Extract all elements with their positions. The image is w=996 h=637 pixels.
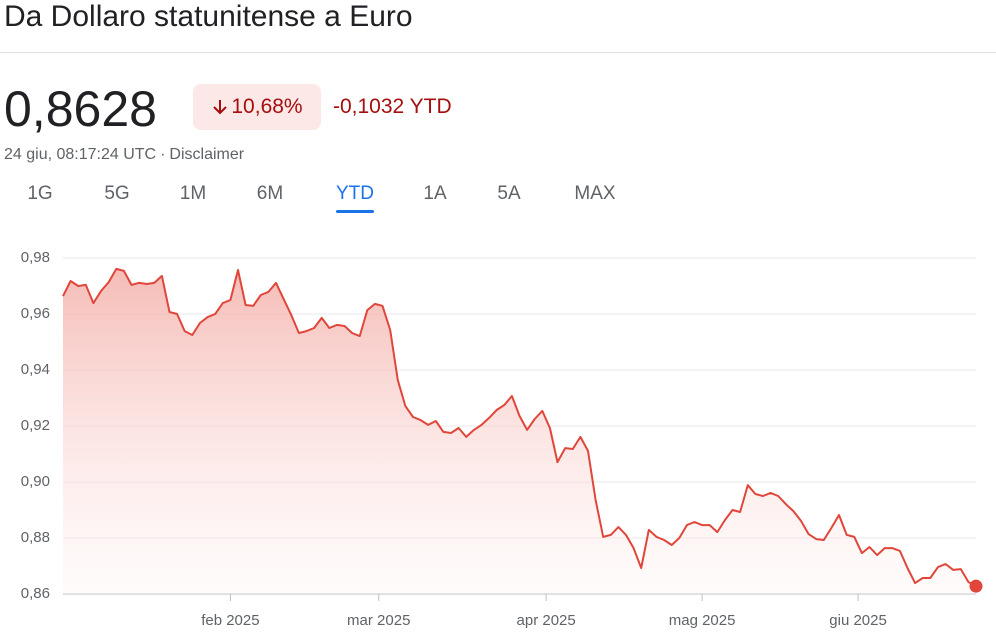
price: 0,8628 bbox=[4, 81, 157, 137]
down-arrow-icon bbox=[213, 100, 228, 115]
y-tick-label: 0,92 bbox=[21, 417, 50, 434]
separator: · bbox=[160, 146, 166, 163]
page-title: Da Dollaro statunitense a Euro bbox=[4, 0, 413, 33]
x-tick-label: apr 2025 bbox=[517, 612, 576, 629]
range-tab[interactable]: 1M bbox=[179, 183, 207, 204]
disclaimer-link[interactable]: Disclaimer bbox=[169, 146, 245, 163]
range-tab[interactable]: 1G bbox=[27, 183, 53, 204]
x-tick-label: giu 2025 bbox=[829, 612, 887, 629]
timestamp-row: 24 giu, 08:17:24 UTC · Disclaimer bbox=[4, 146, 248, 164]
y-tick-label: 0,86 bbox=[21, 585, 50, 602]
y-tick-label: 0,96 bbox=[21, 305, 50, 322]
change-percent: 10,68% bbox=[231, 95, 303, 118]
range-tab[interactable]: 5G bbox=[104, 183, 130, 204]
x-tick-label: mar 2025 bbox=[347, 612, 410, 629]
y-tick-label: 0,94 bbox=[21, 361, 50, 378]
change-badge: 10,68% bbox=[193, 84, 321, 130]
x-tick-label: feb 2025 bbox=[201, 612, 259, 629]
range-tab[interactable]: 6M bbox=[256, 183, 284, 204]
divider bbox=[0, 52, 996, 53]
price-line bbox=[62, 267, 977, 588]
change-absolute: -0,1032 YTD bbox=[333, 95, 452, 118]
range-tab[interactable]: YTD bbox=[336, 183, 374, 213]
timestamp: 24 giu, 08:17:24 UTC bbox=[4, 146, 157, 163]
area-fill bbox=[63, 268, 976, 594]
range-tab[interactable]: 1A bbox=[423, 183, 447, 204]
range-tab[interactable]: MAX bbox=[574, 183, 616, 204]
y-tick-label: 0,98 bbox=[21, 249, 50, 266]
last-point bbox=[969, 579, 983, 593]
chart: 0,86 0,88 0,90 0,92 0,94 0,96 0,98 feb 2025 mar … bbox=[21, 249, 983, 629]
x-tick-label: mag 2025 bbox=[669, 612, 736, 629]
range-tab[interactable]: 5A bbox=[497, 183, 521, 204]
y-tick-label: 0,88 bbox=[21, 529, 50, 546]
y-tick-label: 0,90 bbox=[21, 473, 50, 490]
